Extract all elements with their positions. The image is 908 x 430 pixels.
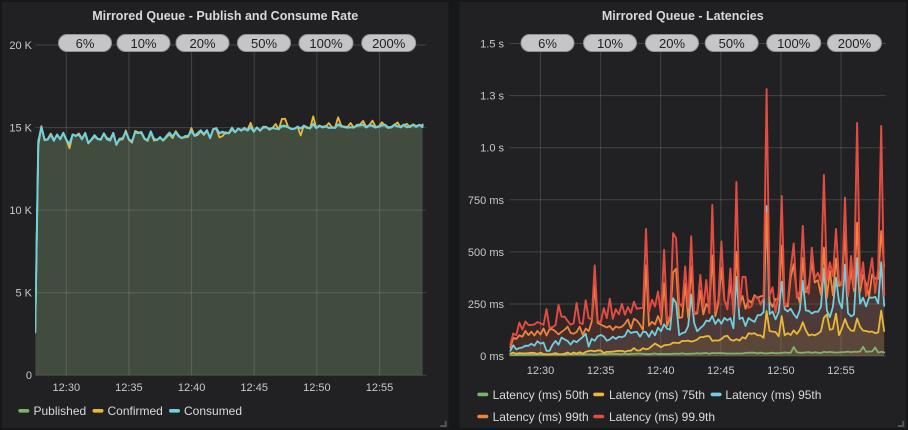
svg-text:Latency (ms) 50th: Latency (ms) 50th [493,388,589,402]
svg-text:750 ms: 750 ms [468,195,505,207]
svg-text:20 K: 20 K [9,40,32,52]
svg-text:15 K: 15 K [9,123,32,135]
svg-text:Consumed: Consumed [184,404,242,418]
svg-text:250 ms: 250 ms [468,299,505,311]
svg-text:12:35: 12:35 [115,382,143,394]
svg-text:12:30: 12:30 [53,382,81,394]
svg-text:500 ms: 500 ms [468,247,505,259]
svg-text:20%: 20% [189,36,215,51]
svg-text:12:40: 12:40 [178,382,206,394]
svg-text:1.3 s: 1.3 s [480,91,504,103]
svg-text:12:45: 12:45 [707,365,735,377]
svg-text:Latency (ms) 99th: Latency (ms) 99th [493,410,589,424]
svg-text:12:55: 12:55 [827,365,855,377]
svg-text:Latency (ms) 75th: Latency (ms) 75th [609,388,705,402]
svg-text:200%: 200% [838,36,872,51]
svg-text:50%: 50% [251,36,277,51]
svg-text:0 ms: 0 ms [480,351,504,363]
svg-text:50%: 50% [719,36,745,51]
svg-text:20%: 20% [659,36,685,51]
svg-text:12:30: 12:30 [527,365,555,377]
svg-text:10%: 10% [130,36,156,51]
svg-text:200%: 200% [372,36,406,51]
svg-text:5 K: 5 K [15,288,32,300]
svg-text:100%: 100% [309,36,343,51]
svg-text:12:55: 12:55 [366,382,394,394]
svg-text:6%: 6% [76,36,95,51]
svg-text:1.0 s: 1.0 s [480,143,504,155]
svg-text:10 K: 10 K [9,205,32,217]
svg-text:12:35: 12:35 [587,365,615,377]
svg-text:1.5 s: 1.5 s [480,39,504,51]
svg-text:Published: Published [34,404,87,418]
svg-text:6%: 6% [538,36,557,51]
svg-text:12:50: 12:50 [303,382,331,394]
svg-text:12:45: 12:45 [240,382,268,394]
svg-text:Mirrored Queue - Latencies: Mirrored Queue - Latencies [602,9,764,23]
svg-text:0: 0 [26,370,32,382]
svg-text:10%: 10% [597,36,623,51]
svg-text:Latency (ms) 95th: Latency (ms) 95th [725,388,821,402]
svg-text:12:40: 12:40 [647,365,675,377]
svg-text:Mirrored Queue - Publish and C: Mirrored Queue - Publish and Consume Rat… [92,9,358,23]
svg-text:12:50: 12:50 [767,365,795,377]
svg-text:Latency (ms) 99.9th: Latency (ms) 99.9th [609,410,715,424]
svg-text:100%: 100% [777,36,811,51]
svg-text:Confirmed: Confirmed [108,404,163,418]
